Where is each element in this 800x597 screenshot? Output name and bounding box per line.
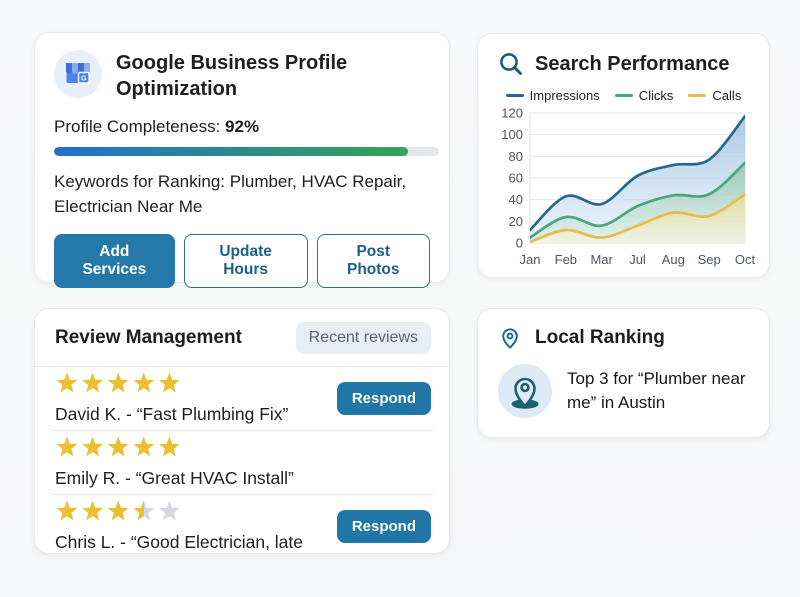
review-row: Emily R. - “Great HVAC Install” Respond xyxy=(35,431,449,494)
completeness-value: 92% xyxy=(225,117,260,136)
review-management-header: Review Management Recent reviews xyxy=(35,309,449,366)
review-text: Emily R. - “Great HVAC Install” xyxy=(55,468,294,488)
local-ranking-title: Local Ranking xyxy=(535,327,665,348)
svg-text:Aug: Aug xyxy=(662,252,685,267)
location-pin-icon xyxy=(502,328,518,349)
review-text: David K. - “Fast Plumbing Fix” xyxy=(55,404,289,424)
local-ranking-header: Local Ranking xyxy=(498,326,749,350)
svg-text:120: 120 xyxy=(501,107,523,121)
progress-fill xyxy=(54,147,409,156)
row-divider xyxy=(51,494,433,495)
legend-item-clicks: Clicks xyxy=(614,88,674,103)
review-content: David K. - “Fast Plumbing Fix” xyxy=(55,371,288,426)
gbp-card-header: G Google Business Profile Optimization xyxy=(54,50,430,102)
svg-text:40: 40 xyxy=(509,192,523,207)
performance-chart: 0 20 40 60 80 100 120 Jan Feb Mar Jul Aug Sep Oct xyxy=(501,107,755,267)
svg-text:Feb: Feb xyxy=(555,252,577,267)
gbp-actions: Add Services Update Hours Post Photos xyxy=(54,234,430,288)
google-business-icon: G xyxy=(54,50,102,98)
search-performance-title: Search Performance xyxy=(535,52,730,75)
svg-text:0: 0 xyxy=(516,236,523,251)
gbp-card-title: Google Business Profile Optimization xyxy=(116,52,348,100)
row-divider xyxy=(51,430,433,431)
star-rating xyxy=(55,499,303,529)
svg-text:Oct: Oct xyxy=(735,252,755,267)
review-row: David K. - “Fast Plumbing Fix” Respond xyxy=(35,367,449,430)
search-performance-header: Search Performance xyxy=(492,48,755,77)
review-management-title: Review Management xyxy=(55,327,242,348)
calls-legend-dash xyxy=(688,94,707,97)
header-divider xyxy=(35,366,449,367)
svg-text:Jul: Jul xyxy=(629,252,646,267)
svg-text:Jan: Jan xyxy=(520,252,541,267)
svg-text:80: 80 xyxy=(509,149,523,164)
respond-button[interactable]: Respond xyxy=(336,510,431,543)
svg-text:Sep: Sep xyxy=(698,252,721,267)
legend-label: Calls xyxy=(712,88,742,103)
svg-text:G: G xyxy=(81,74,87,83)
search-performance-card: Search Performance Impressions Clicks Ca… xyxy=(477,33,770,278)
review-text: Chris L. - “Good Electrician, late xyxy=(55,532,304,552)
svg-text:20: 20 xyxy=(509,214,523,229)
chart-legend: Impressions Clicks Calls xyxy=(492,88,755,103)
clicks-legend-dash xyxy=(614,94,633,97)
svg-text:100: 100 xyxy=(501,127,523,142)
svg-text:Mar: Mar xyxy=(590,252,613,267)
review-row: Chris L. - “Good Electrician, late Respo… xyxy=(35,495,449,558)
star-rating xyxy=(55,371,288,401)
local-ranking-text: Top 3 for “Plumber near me” in Austin xyxy=(567,369,746,412)
add-services-button[interactable]: Add Services xyxy=(54,234,175,288)
impressions-legend-dash xyxy=(505,94,524,97)
recent-reviews-badge: Recent reviews xyxy=(295,322,431,354)
map-pin-badge-icon xyxy=(498,364,552,418)
update-hours-button[interactable]: Update Hours xyxy=(183,234,308,288)
legend-label: Impressions xyxy=(529,88,600,103)
legend-item-calls: Calls xyxy=(688,88,741,103)
local-ranking-body: Top 3 for “Plumber near me” in Austin xyxy=(498,364,749,418)
completeness-text: Profile Completeness: xyxy=(54,117,226,136)
respond-button[interactable]: Respond xyxy=(336,382,431,415)
svg-text:60: 60 xyxy=(509,171,523,186)
post-photos-button[interactable]: Post Photos xyxy=(316,234,430,288)
local-ranking-card: Local Ranking Top 3 for “Plumber near me… xyxy=(477,308,770,438)
keywords-text: Keywords for Ranking: Plumber, HVAC Repa… xyxy=(54,172,407,216)
map-pin-ellipse-icon xyxy=(511,377,539,409)
gbp-card: G Google Business Profile Optimization P… xyxy=(34,32,450,288)
review-content: Emily R. - “Great HVAC Install” xyxy=(55,435,294,490)
review-management-card: Review Management Recent reviews David K… xyxy=(34,308,450,554)
review-content: Chris L. - “Good Electrician, late xyxy=(55,499,303,554)
search-icon xyxy=(500,53,522,75)
legend-label: Clicks xyxy=(638,88,674,103)
profile-completeness-progressbar xyxy=(54,147,439,156)
google-business-storefront-icon: G xyxy=(66,63,90,84)
legend-item-impressions: Impressions xyxy=(505,88,600,103)
star-rating xyxy=(55,435,294,465)
profile-completeness-label: Profile Completeness: 92% xyxy=(54,117,430,137)
